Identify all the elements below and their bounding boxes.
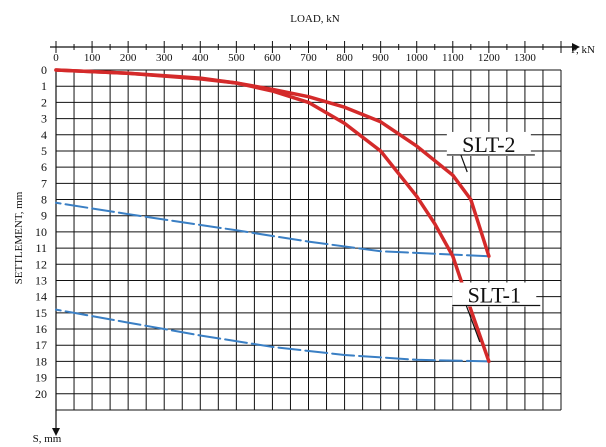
x-axis-title: LOAD, kN bbox=[290, 13, 340, 25]
series-line-slt-1-unloading bbox=[55, 308, 490, 363]
y-axis-title: SETTLEMENT, mm bbox=[13, 191, 25, 284]
x-tick-label: 800 bbox=[336, 52, 353, 64]
y-tick-label: 12 bbox=[35, 257, 47, 271]
y-tick-label: 9 bbox=[41, 209, 47, 223]
x-tick-label: 1000 bbox=[406, 52, 429, 64]
x-tick-label: 1300 bbox=[514, 52, 537, 64]
curve-label-background bbox=[452, 282, 537, 307]
y-tick-label: 5 bbox=[41, 144, 47, 158]
y-tick-label: 3 bbox=[41, 112, 47, 126]
y-tick-label: 18 bbox=[35, 354, 47, 368]
x-tick-label: 600 bbox=[264, 52, 281, 64]
x-tick-label: 100 bbox=[84, 52, 101, 64]
y-tick-label: 10 bbox=[35, 225, 47, 239]
x-axis-arrow bbox=[572, 43, 580, 51]
series-line-slt-1-loading bbox=[54, 68, 491, 364]
series-line-slt-2-unloading bbox=[55, 201, 490, 258]
y-tick-label: 8 bbox=[41, 193, 47, 207]
y-tick-label: 0 bbox=[41, 63, 47, 77]
x-tick-label: 0 bbox=[53, 52, 59, 64]
y-tick-label: 19 bbox=[35, 371, 47, 385]
x-tick-label: 500 bbox=[228, 52, 245, 64]
curve-label-slt-2: SLT-2 bbox=[462, 132, 515, 157]
y-tick-label: 14 bbox=[35, 290, 47, 304]
y-tick-label: 1 bbox=[41, 79, 47, 93]
y-axis-end-label: S, mm bbox=[33, 433, 62, 445]
curve-label-leader bbox=[460, 154, 468, 173]
x-tick-label: 400 bbox=[192, 52, 209, 64]
x-tick-label: 300 bbox=[156, 52, 173, 64]
y-tick-label: 2 bbox=[41, 95, 47, 109]
y-tick-label: 16 bbox=[35, 322, 47, 336]
y-tick-label: 6 bbox=[41, 160, 47, 174]
curve-label-leader bbox=[465, 305, 481, 343]
y-tick-label: 7 bbox=[41, 176, 47, 190]
x-tick-label: 900 bbox=[372, 52, 389, 64]
curve-label-background bbox=[446, 131, 531, 156]
x-tick-label: 1200 bbox=[478, 52, 501, 64]
x-tick-label: 200 bbox=[120, 52, 137, 64]
y-tick-label: 17 bbox=[35, 338, 47, 352]
y-axis-arrow bbox=[52, 428, 60, 436]
y-tick-label: 15 bbox=[35, 306, 47, 320]
x-tick-label: 700 bbox=[300, 52, 317, 64]
y-tick-label: 11 bbox=[35, 241, 47, 255]
curve-label-slt-1: SLT-1 bbox=[468, 283, 521, 308]
x-tick-label: 1100 bbox=[442, 52, 464, 64]
y-tick-label: 4 bbox=[41, 128, 47, 142]
y-tick-label: 13 bbox=[35, 273, 47, 287]
y-tick-label: 20 bbox=[35, 387, 47, 401]
